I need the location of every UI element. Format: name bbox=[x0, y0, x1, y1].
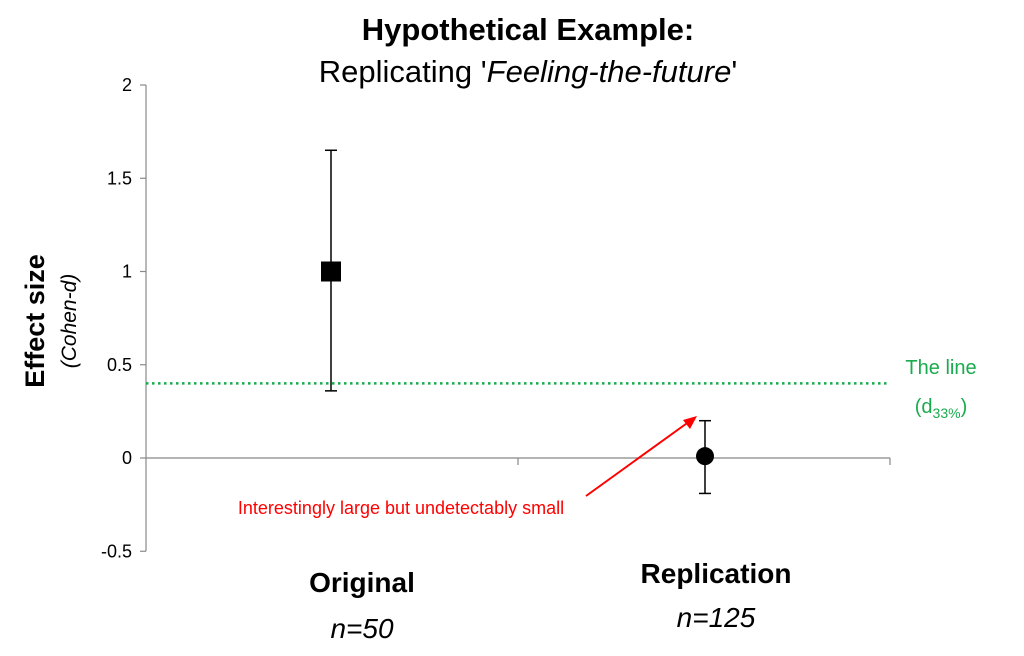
reference-label-subscript: 33% bbox=[933, 405, 961, 421]
y-tick-label: -0.5 bbox=[101, 541, 132, 561]
subtitle-suffix: ' bbox=[731, 54, 738, 89]
y-tick-label: 1 bbox=[122, 262, 132, 282]
reference-line-sublabel: (d33%) bbox=[915, 396, 968, 421]
y-axis-sublabel: (Cohen-d) bbox=[58, 274, 81, 369]
point-marker-replication bbox=[696, 447, 714, 466]
category-n-original: n=50 bbox=[330, 613, 393, 644]
reference-line-label: The line bbox=[905, 357, 976, 379]
reference-label-d: d bbox=[921, 396, 932, 418]
category-label-replication: Replication bbox=[641, 558, 792, 589]
category-n-replication: n=125 bbox=[677, 602, 756, 633]
point-marker-original bbox=[321, 261, 341, 282]
category-label-original: Original bbox=[309, 567, 415, 598]
annotation-text: Interestingly large but undetectably sma… bbox=[238, 498, 564, 518]
axes: -0.5 0 0.5 1 1.5 2 bbox=[101, 75, 891, 561]
y-tick-label: 0 bbox=[122, 448, 132, 468]
y-tick-label: 2 bbox=[122, 75, 132, 95]
subtitle-italic: Feeling-the-future bbox=[486, 54, 732, 89]
subtitle-prefix: Replicating ' bbox=[318, 54, 487, 89]
annotation-arrow bbox=[585, 420, 691, 497]
data-marks bbox=[321, 149, 714, 495]
annotation-arrowhead bbox=[683, 416, 697, 429]
chart-title: Hypothetical Example: bbox=[361, 12, 695, 47]
chart-title-block: Hypothetical Example: Replicating 'Feeli… bbox=[0, 10, 1024, 94]
y-tick-label: 0.5 bbox=[107, 355, 132, 375]
y-axis-label: Effect size bbox=[20, 254, 50, 388]
reference-label-prefix: ( bbox=[915, 396, 922, 418]
y-tick-label: 1.5 bbox=[107, 168, 132, 188]
chart-subtitle: Replicating 'Feeling-the-future' bbox=[0, 50, 1024, 94]
reference-label-suffix: ) bbox=[961, 396, 968, 418]
